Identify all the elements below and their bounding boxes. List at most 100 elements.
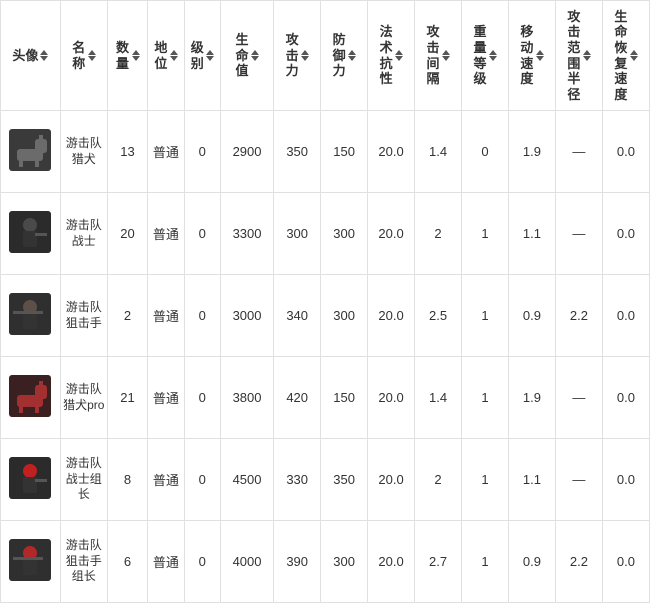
cell-hp: 3800 [220, 357, 273, 439]
cell-atk: 340 [274, 275, 321, 357]
th-hp[interactable]: 生命值 [220, 1, 273, 111]
cell-weight: 1 [462, 439, 509, 521]
table-row: 游击队战士 20 普通 0 3300 300 300 20.0 2 1 1.1 … [1, 193, 650, 275]
cell-atk: 350 [274, 111, 321, 193]
cell-res: 20.0 [368, 275, 415, 357]
table-row: 游击队狙击手组长 6 普通 0 4000 390 300 20.0 2.7 1 … [1, 521, 650, 603]
cell-atkrange: — [555, 111, 602, 193]
sort-icon[interactable] [88, 50, 96, 61]
avatar-icon [9, 539, 51, 581]
cell-res: 20.0 [368, 111, 415, 193]
cell-hpregen: 0.0 [602, 111, 649, 193]
cell-name: 游击队猎犬pro [60, 357, 107, 439]
cell-count: 6 [107, 521, 148, 603]
cell-interval: 1.4 [415, 111, 462, 193]
sort-icon[interactable] [630, 50, 638, 61]
sort-icon[interactable] [132, 50, 140, 61]
cell-level: 0 [184, 357, 220, 439]
cell-position: 普通 [148, 275, 184, 357]
th-def[interactable]: 防御力 [321, 1, 368, 111]
th-weight[interactable]: 重量等级 [462, 1, 509, 111]
cell-movespeed: 0.9 [508, 275, 555, 357]
cell-position: 普通 [148, 439, 184, 521]
th-res-label: 法术抗性 [379, 24, 393, 86]
cell-res: 20.0 [368, 357, 415, 439]
cell-position: 普通 [148, 111, 184, 193]
table-row: 游击队狙击手 2 普通 0 3000 340 300 20.0 2.5 1 0.… [1, 275, 650, 357]
th-movespeed[interactable]: 移动速度 [508, 1, 555, 111]
th-hpregen-label: 生命恢复速度 [614, 9, 628, 103]
cell-count: 2 [107, 275, 148, 357]
sort-icon[interactable] [583, 50, 591, 61]
sort-icon[interactable] [395, 50, 403, 61]
th-avatar[interactable]: 头像 [1, 1, 61, 111]
th-count-label: 数量 [116, 40, 130, 71]
avatar-icon [9, 211, 51, 253]
avatar-icon [9, 129, 51, 171]
cell-def: 350 [321, 439, 368, 521]
table-row: 游击队猎犬pro 21 普通 0 3800 420 150 20.0 1.4 1… [1, 357, 650, 439]
cell-def: 150 [321, 357, 368, 439]
th-name[interactable]: 名称 [60, 1, 107, 111]
cell-hp: 3300 [220, 193, 273, 275]
th-movespeed-label: 移动速度 [520, 24, 534, 86]
cell-name: 游击队狙击手 [60, 275, 107, 357]
th-count[interactable]: 数量 [107, 1, 148, 111]
th-hpregen[interactable]: 生命恢复速度 [602, 1, 649, 111]
cell-avatar [1, 357, 61, 439]
cell-movespeed: 1.1 [508, 439, 555, 521]
sort-icon[interactable] [348, 50, 356, 61]
cell-level: 0 [184, 193, 220, 275]
cell-atkrange: — [555, 357, 602, 439]
th-avatar-label: 头像 [12, 48, 38, 64]
table-body: 游击队猎犬 13 普通 0 2900 350 150 20.0 1.4 0 1.… [1, 111, 650, 603]
cell-level: 0 [184, 439, 220, 521]
cell-name: 游击队战士组长 [60, 439, 107, 521]
cell-position: 普通 [148, 521, 184, 603]
sort-icon[interactable] [489, 50, 497, 61]
cell-hpregen: 0.0 [602, 439, 649, 521]
cell-level: 0 [184, 521, 220, 603]
cell-hpregen: 0.0 [602, 357, 649, 439]
sort-icon[interactable] [536, 50, 544, 61]
cell-atkrange: — [555, 439, 602, 521]
th-interval[interactable]: 攻击间隔 [415, 1, 462, 111]
cell-count: 8 [107, 439, 148, 521]
cell-weight: 0 [462, 111, 509, 193]
cell-interval: 2.7 [415, 521, 462, 603]
th-atkrange-label: 攻击范围半径 [567, 9, 581, 103]
cell-interval: 2 [415, 193, 462, 275]
th-atk[interactable]: 攻击力 [274, 1, 321, 111]
cell-weight: 1 [462, 521, 509, 603]
cell-movespeed: 0.9 [508, 521, 555, 603]
th-position[interactable]: 地位 [148, 1, 184, 111]
cell-def: 300 [321, 193, 368, 275]
cell-hp: 3000 [220, 275, 273, 357]
cell-def: 300 [321, 275, 368, 357]
cell-atkrange: 2.2 [555, 521, 602, 603]
cell-hp: 4500 [220, 439, 273, 521]
avatar-icon [9, 375, 51, 417]
sort-icon[interactable] [301, 50, 309, 61]
sort-icon[interactable] [251, 50, 259, 61]
cell-avatar [1, 275, 61, 357]
cell-interval: 2 [415, 439, 462, 521]
sort-icon[interactable] [206, 50, 214, 61]
sort-icon[interactable] [442, 50, 450, 61]
th-atkrange[interactable]: 攻击范围半径 [555, 1, 602, 111]
enemy-stats-table: 头像 名称 数量 地位 级别 生命值 攻击力 防御力 法术抗性 攻击间隔 重量等… [0, 0, 650, 603]
cell-movespeed: 1.1 [508, 193, 555, 275]
th-res[interactable]: 法术抗性 [368, 1, 415, 111]
cell-name: 游击队狙击手组长 [60, 521, 107, 603]
sort-icon[interactable] [170, 50, 178, 61]
sort-icon[interactable] [40, 50, 48, 61]
th-name-label: 名称 [72, 40, 86, 71]
th-hp-label: 生命值 [235, 32, 249, 79]
table-row: 游击队战士组长 8 普通 0 4500 330 350 20.0 2 1 1.1… [1, 439, 650, 521]
cell-position: 普通 [148, 193, 184, 275]
th-def-label: 防御力 [332, 32, 346, 79]
th-level[interactable]: 级别 [184, 1, 220, 111]
cell-avatar [1, 193, 61, 275]
cell-avatar [1, 439, 61, 521]
cell-hpregen: 0.0 [602, 275, 649, 357]
